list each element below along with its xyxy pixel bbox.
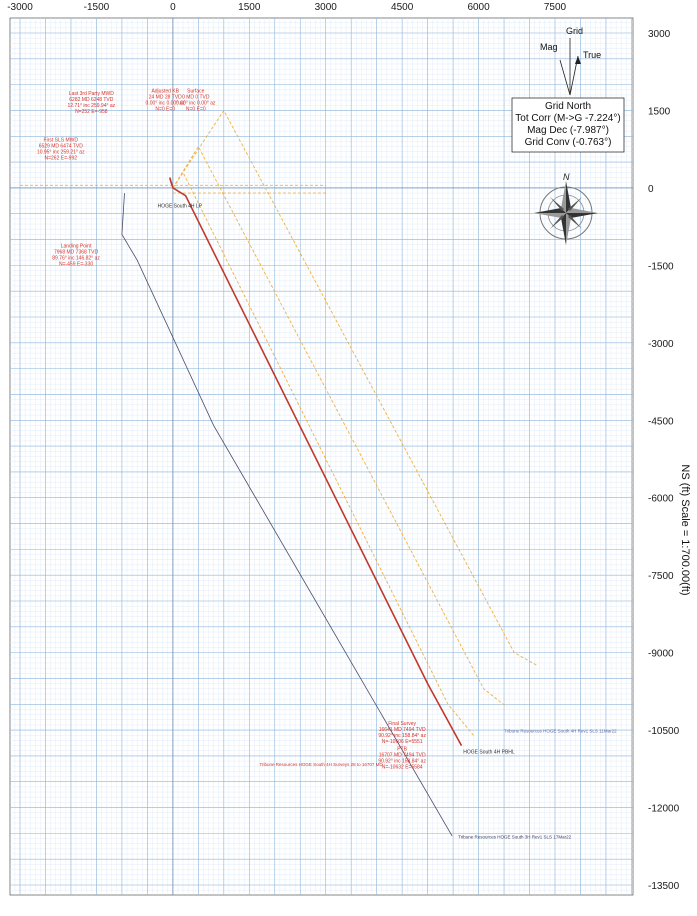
x-tick-label: 6000 [467,2,490,13]
annotation-line: Surface [187,88,204,94]
annotation-1: Adjusted KB 24 MD 28 TVD 0.00° inc 0.00° a… [146,88,186,112]
y-tick-label: -3000 [648,339,674,350]
series-line-3 [172,109,538,666]
annotation-line: Final Survey [388,721,416,727]
y-axis-label: NS (ft) Scale = 1:700.00(ft) [679,464,691,595]
annotation-line: Landing Point [61,243,92,249]
major-grid [10,18,633,895]
compass-n-letter: N [563,172,570,182]
info-line-3: Mag Dec (-7.987°) [527,125,609,136]
legend-entry-1: Tribune Resources HOGE South 4H Surveys … [259,762,383,767]
y-tick-label: -6000 [648,494,674,505]
y-tick-labels: 3000 1500 0 -1500 -3000 -4500 -6000 -7500 -9000 -… [648,29,680,892]
annotation-4: Landing Point 7968 MD 7368 TVD 89.76° inc … [52,243,100,267]
info-line-2: Tot Corr (M->G -7.224°) [515,113,620,124]
grid-north-label: Grid [566,26,583,36]
y-tick-label: -4500 [648,416,674,427]
north-reference-info-box: Grid North Tot Corr (M->G -7.224°) Mag D… [511,97,625,153]
annotation-layer: Last 3rd Party MWD 6282 MD 6248 TVD 12.71°… [37,88,617,839]
annotation-line: N=-459 E=-330 [59,261,93,267]
legend-entry-0: Tribune Resources HOGE South 4H Rev1 SLS… [504,729,617,734]
series-line-4 [172,145,507,708]
y-tick-label: 1500 [648,106,671,117]
x-tick-label: 4500 [391,2,414,13]
well-label-0: HOGE South 4H LP [158,204,203,210]
info-line-1: Grid North [545,101,591,112]
series-line-2 [121,193,453,837]
annotation-line: PTB [397,747,407,753]
annotation-3: First SLS MWD 6529 MD 6474 TVD 10.95° inc … [37,137,85,161]
x-tick-label: 1500 [238,2,261,13]
series-layer [20,109,538,837]
annotation-line: First SLS MWD [44,137,79,143]
annotation-5: Final Survey 16641 MD 7494 TVD 90.92° inc … [378,721,426,745]
mag-north-label: Mag [540,42,558,52]
annotation-line: 10.95° inc 259.21° az [37,149,85,155]
annotation-line: N=252 E=-958 [75,109,108,115]
x-tick-label: -3000 [7,2,33,13]
x-tick-label: -1500 [84,2,110,13]
annotation-line: 0.00° inc 0.00° az [146,100,186,106]
annotation-line: 24 MD 28 TVD [149,94,182,100]
annotation-line: N=0 E=0 [155,106,175,112]
compass-rose-icon: N [534,172,598,245]
annotation-line: 6529 MD 6474 TVD [39,143,83,149]
annotation-line: 0.00° inc 0.00° az [176,100,216,106]
y-tick-label: -10500 [648,726,680,737]
legend-entry-2: Tribune Resources HOGE South 3H Rev1 SLS… [458,835,571,840]
annotation-line: 12.71° inc 259.94° az [68,103,116,109]
annotation-6: PTB 16707 MD 7494 TVD 90.92° inc 158.84° a… [378,747,426,771]
annotation-line: 6282 MD 6248 TVD [69,97,113,103]
annotation-line: 90.92° inc 158.84° az [378,759,426,765]
well-label-1: HOGE South 4H PBHL [463,749,515,755]
annotation-line: 89.76° inc 146.82° az [52,255,100,261]
annotation-0: Last 3rd Party MWD 6282 MD 6248 TVD 12.71°… [68,91,116,115]
annotation-line: 16641 MD 7494 TVD [379,727,426,733]
info-line-4: Grid Conv (-0.763°) [525,137,612,148]
x-tick-label: 3000 [315,2,338,13]
series-line-5 [172,171,474,736]
y-tick-label: -13500 [648,881,680,892]
x-tick-label: 0 [170,2,176,13]
annotation-line: N=-10606 E=5551 [382,739,423,745]
series-line-0 [169,177,463,746]
y-tick-label: -7500 [648,571,674,582]
annotation-line: N=-10632 E=5584 [382,765,423,771]
true-north-label: True [583,50,601,60]
x-tick-labels: -3000 -1500 0 1500 3000 4500 6000 7500 [7,2,566,13]
annotation-line: 16707 MD 7494 TVD [379,753,426,759]
y-tick-label: -9000 [648,649,674,660]
y-tick-label: -1500 [648,261,674,272]
y-tick-label: -12000 [648,804,680,815]
x-tick-label: 7500 [544,2,567,13]
annotation-line: 7968 MD 7368 TVD [54,249,98,255]
annotation-line: 90.92° inc 158.84° az [378,733,426,739]
annotation-line: N=0 E=0 [186,106,206,112]
annotation-line: Adjusted KB [151,88,179,94]
y-tick-label: 3000 [648,29,671,40]
north-arrow: Grid Mag True [540,26,601,96]
annotation-line: 0 MD 0 TVD [182,94,210,100]
annotation-line: N=262 E=-992 [44,155,77,161]
y-tick-label: 0 [648,184,654,195]
annotation-line: Last 3rd Party MWD [69,91,114,97]
annotation-2: Surface 0 MD 0 TVD 0.00° inc 0.00° az N=0 E… [176,88,216,112]
